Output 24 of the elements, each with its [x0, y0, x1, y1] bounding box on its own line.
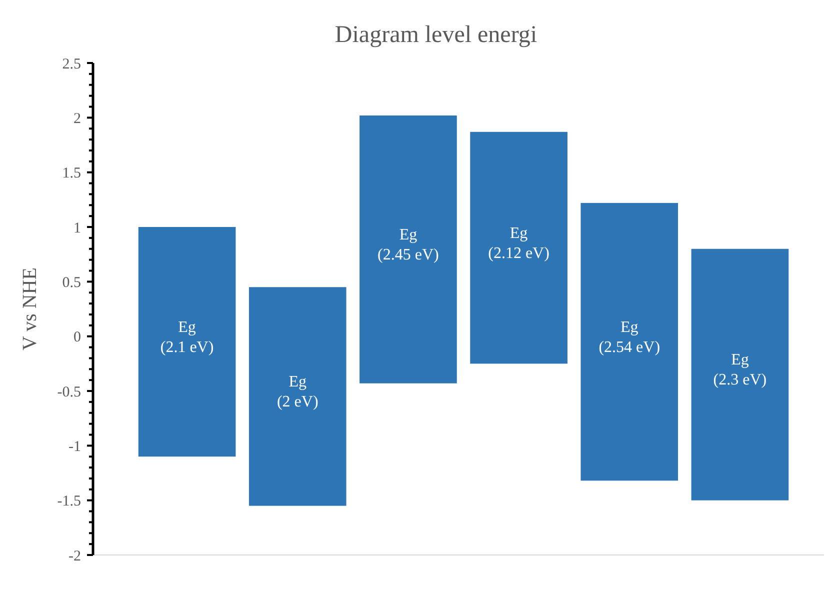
y-tick-label: 0: [74, 330, 81, 346]
y-tick-label: -0.5: [57, 384, 81, 400]
bar: [360, 115, 457, 384]
y-tick-label: 2.5: [62, 56, 81, 72]
data-label: Eg (2.3 eV): [713, 352, 767, 389]
y-tick-label: -1.5: [57, 494, 81, 510]
y-tick-label: -1: [68, 438, 81, 455]
bar: [248, 287, 346, 506]
y-tick-label: 0.5: [62, 274, 81, 291]
data-label: Eg (2.45 eV): [378, 226, 439, 264]
bar: [138, 227, 236, 457]
data-label: Eg (2.54 eV): [598, 318, 660, 356]
y-tick-label: -2: [68, 548, 81, 564]
y-axis-title: V vs NHE: [19, 268, 41, 350]
y-tick-label: 1: [74, 220, 81, 236]
chart-title: Diagram level energi: [334, 22, 538, 48]
bar: [691, 248, 789, 500]
data-label: Eg (2 eV): [276, 373, 318, 410]
bar: [470, 132, 568, 364]
data-label: Eg (2.12 eV): [488, 224, 550, 262]
data-label: Eg (2.1 eV): [160, 318, 214, 356]
y-tick-label: 2: [74, 110, 81, 127]
y-tick-label: 1.5: [62, 166, 81, 182]
bar: [580, 202, 678, 481]
